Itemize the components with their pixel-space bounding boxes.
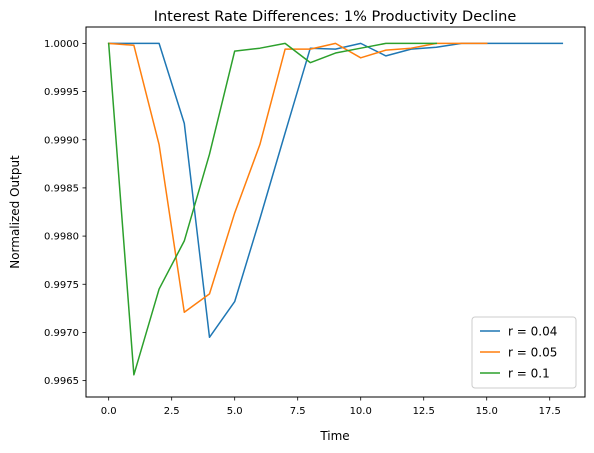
- y-tick-label: 0.9970: [44, 328, 79, 339]
- series-line-1: [107, 42, 488, 313]
- legend-label-1: r = 0.05: [508, 345, 557, 359]
- x-tick-label: 0.0: [101, 406, 117, 417]
- legend-box: [471, 316, 577, 389]
- y-axis-title: Normalized Output: [8, 155, 22, 269]
- chart-title: Interest Rate Differences: 1% Productivi…: [154, 9, 517, 25]
- y-tick-label: 0.9975: [44, 280, 79, 291]
- legend-label-2: r = 0.1: [508, 366, 550, 380]
- x-tick-label: 10.0: [350, 406, 372, 417]
- x-tick-label: 12.5: [413, 406, 435, 417]
- y-tick-label: 0.9995: [44, 87, 79, 98]
- x-tick-label: 17.5: [539, 406, 561, 417]
- series-line-0: [107, 42, 564, 339]
- x-tick-label: 15.0: [476, 406, 498, 417]
- plot-frame: [85, 26, 586, 398]
- series-layer: [107, 42, 564, 376]
- y-tick-label: 0.9990: [44, 135, 79, 146]
- x-tick-label: 2.5: [164, 406, 180, 417]
- y-tick-label: 0.9965: [44, 376, 79, 387]
- x-axis-title: Time: [319, 429, 349, 443]
- x-tick-label: 5.0: [227, 406, 243, 417]
- legend: r = 0.04 r = 0.05 r = 0.1: [471, 316, 577, 389]
- tick-layer: 0.0 2.5 5.0 7.5 10.0 12.5 15.0 17.5 0.9965 0.9970…: [44, 39, 561, 417]
- x-tick-label: 7.5: [290, 406, 306, 417]
- y-tick-label: 1.0000: [44, 39, 79, 50]
- y-tick-label: 0.9985: [44, 184, 79, 195]
- y-tick-label: 0.9980: [44, 232, 79, 243]
- legend-label-0: r = 0.04: [508, 324, 557, 338]
- series-line-2: [107, 42, 438, 376]
